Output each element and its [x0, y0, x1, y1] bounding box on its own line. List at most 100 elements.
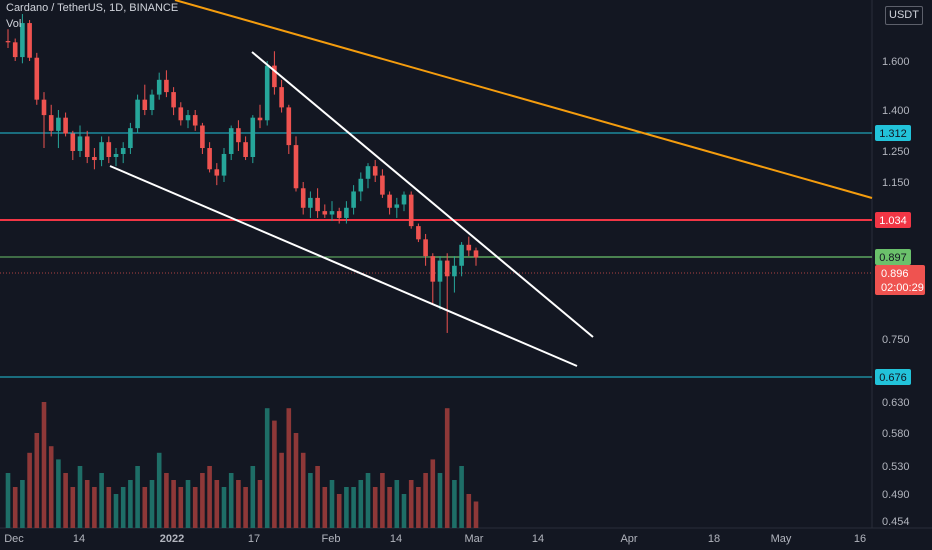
bar-countdown-timer: 02:00:29 [881, 282, 924, 294]
candle-body [322, 211, 328, 215]
price-level-badge [875, 125, 911, 141]
candle-body [56, 117, 61, 131]
candle-body [452, 265, 457, 277]
x-axis-tick-label: Mar [465, 533, 484, 545]
candle-body [444, 260, 450, 277]
candle-body [308, 197, 313, 208]
volume-bar [142, 487, 148, 528]
candle-body [228, 128, 234, 154]
volume-bar [135, 466, 140, 528]
volume-bar [156, 452, 162, 528]
volume-bar [459, 466, 464, 528]
candle-body [437, 260, 443, 282]
candle-body [214, 169, 220, 176]
volume-bar [372, 487, 378, 528]
candle-body [20, 23, 25, 58]
volume-bar [452, 480, 457, 528]
candle-body [221, 153, 227, 176]
candle-body [336, 211, 342, 218]
volume-bar [56, 459, 61, 528]
volume-bar [70, 487, 76, 528]
candle-body [351, 191, 356, 208]
volume-bar [380, 473, 385, 528]
volume-bar [63, 473, 68, 528]
volume-bar [149, 480, 155, 528]
volume-bar [250, 466, 256, 528]
wedge-lower-trendline [109, 165, 578, 367]
candle-body [387, 194, 392, 208]
y-axis-tick-label: 0.530 [882, 461, 910, 473]
volume-bar [84, 480, 90, 528]
volume-bar [27, 452, 32, 528]
candle-body [41, 99, 47, 116]
volume-bar [178, 487, 184, 528]
candle-body [149, 94, 155, 110]
candle-body [329, 211, 335, 215]
volume-bar [351, 487, 356, 528]
x-axis-tick-label: Dec [4, 533, 24, 545]
candle-body [380, 175, 385, 195]
volume-bar [264, 408, 270, 528]
volume-indicator-label[interactable]: Vol [6, 18, 22, 30]
chart-symbol-title[interactable]: Cardano / TetherUS, 1D, BINANCE [6, 2, 179, 14]
candle-body [113, 153, 119, 157]
candle-body [243, 142, 248, 157]
y-axis-tick-label: 0.750 [882, 334, 910, 346]
candle-body [12, 42, 18, 58]
candle-body [135, 99, 140, 129]
volume-bar [444, 408, 450, 528]
candle-body [128, 128, 133, 149]
price-level-badge-text: 1.312 [879, 128, 907, 140]
candle-body [5, 41, 11, 43]
candle-body [77, 136, 83, 151]
candle-body [430, 256, 436, 282]
candle-body [279, 87, 284, 108]
price-level-badge [875, 212, 911, 228]
candle-body [142, 99, 148, 110]
volume-bar [171, 480, 176, 528]
candle-body [315, 197, 320, 212]
y-axis-tick-label: 0.580 [882, 428, 910, 440]
x-axis-tick-label: 2022 [160, 533, 184, 545]
volume-bar [92, 487, 97, 528]
volume-bar [401, 494, 407, 528]
volume-bar [466, 494, 472, 528]
candle-body [293, 145, 299, 189]
volume-bar [315, 466, 320, 528]
x-axis-tick-label: 16 [854, 533, 866, 545]
candle-body [408, 194, 414, 227]
y-axis-tick-label: 1.250 [882, 146, 910, 158]
volume-bar [5, 473, 11, 528]
volume-bar [286, 408, 292, 528]
candle-body [48, 115, 54, 131]
price-level-badge-text: 0.676 [879, 372, 907, 384]
x-axis-tick-label: Feb [322, 533, 341, 545]
candle-body [120, 148, 126, 154]
currency-button[interactable]: USDT [885, 6, 923, 25]
y-axis-tick-label: 1.150 [882, 177, 910, 189]
volume-bar [221, 487, 227, 528]
volume-bar [243, 487, 248, 528]
y-axis-tick-label: 1.400 [882, 105, 910, 117]
volume-bar [41, 402, 47, 528]
candle-body [164, 79, 169, 93]
volume-bar [336, 494, 342, 528]
volume-bar [272, 420, 277, 528]
volume-bar [99, 473, 104, 528]
volume-bar [300, 452, 306, 528]
volume-bar [358, 480, 364, 528]
volume-bar [228, 473, 234, 528]
volume-bar [257, 480, 263, 528]
candle-body [171, 92, 176, 108]
x-axis-tick-label: 18 [708, 533, 720, 545]
volume-bar [293, 433, 299, 528]
candle-body [63, 117, 68, 134]
candle-body [92, 156, 97, 161]
current-price-value: 0.896 [881, 268, 909, 280]
y-axis-tick-label: 1.600 [882, 56, 910, 68]
x-axis-tick-label: May [771, 533, 792, 545]
volume-bar [128, 480, 133, 528]
candle-body [286, 107, 292, 146]
candle-body [106, 142, 112, 157]
